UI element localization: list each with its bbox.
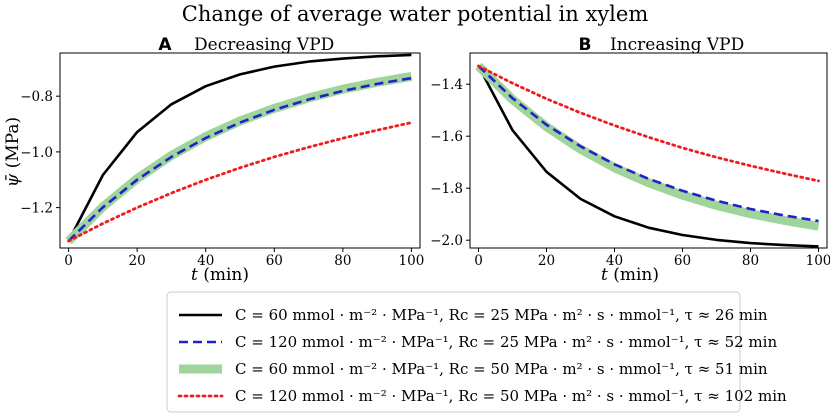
panel-a-ytick-label: −0.8 xyxy=(20,89,53,105)
panel-a-ylabel: ψ̄ (MPa) xyxy=(3,117,23,187)
panel-a-series-s4 xyxy=(67,121,413,243)
panel-b-ytick-label: −1.4 xyxy=(430,77,463,93)
panel-a-title: Decreasing VPD xyxy=(194,35,334,55)
panel-a-frame xyxy=(59,52,421,249)
legend: C = 60 mmol · m⁻² · MPa⁻¹, Rc = 25 MPa ·… xyxy=(166,291,787,413)
panel-b: B Increasing VPD 0 20 40 60 80 100 −2.0 −1.8 −1.… xyxy=(430,35,830,285)
svg-text:t (min): t (min) xyxy=(601,265,659,285)
panel-a-xtick-label: 60 xyxy=(266,253,283,269)
legend-box xyxy=(166,291,741,413)
panel-b-xtick-label: 20 xyxy=(538,253,555,269)
panel-a-ytick-label: −1.2 xyxy=(20,201,53,217)
panel-b-ytick-label: −1.8 xyxy=(430,181,463,197)
svg-text:t (min): t (min) xyxy=(191,265,249,285)
panel-b-series-s3 xyxy=(475,62,820,231)
legend-label-s1: C = 60 mmol · m⁻² · MPa⁻¹, Rc = 25 MPa ·… xyxy=(235,306,768,324)
panel-a-xtick-label: 100 xyxy=(399,253,425,269)
panel-a-xtick-label: 80 xyxy=(334,253,351,269)
panel-b-xtick-label: 40 xyxy=(606,253,623,269)
panel-b-xtick-label: 60 xyxy=(674,253,691,269)
panel-b-series-s4 xyxy=(477,64,820,183)
panel-b-title: Increasing VPD xyxy=(610,35,744,55)
legend-label-s3: C = 60 mmol · m⁻² · MPa⁻¹, Rc = 50 MPa ·… xyxy=(235,360,768,378)
panel-a-series-s1 xyxy=(67,53,412,242)
figure-title: Change of average water potential in xyl… xyxy=(182,2,649,26)
panel-a-ytick-label: −1.0 xyxy=(20,145,53,161)
panel-b-xtick-label: 0 xyxy=(474,253,483,269)
panel-a-xtick-label: 40 xyxy=(197,253,214,269)
panel-b-series-s1 xyxy=(477,65,819,248)
panel-b-xlabel: t (min) xyxy=(601,265,659,285)
panel-b-letter: B xyxy=(579,35,592,55)
panel-a-letter: A xyxy=(158,35,172,55)
legend-label-s2: C = 120 mmol · m⁻² · MPa⁻¹, Rc = 25 MPa … xyxy=(235,333,777,351)
panel-b-frame xyxy=(469,52,828,249)
panel-a-series-s2 xyxy=(67,76,412,242)
svg-text:ψ̄ (MPa): ψ̄ (MPa) xyxy=(3,117,23,187)
panel-a: A Decreasing VPD 0 20 40 60 80 100 −1.2 −1.0 −0.… xyxy=(3,35,424,285)
panel-b-series-s2 xyxy=(477,65,819,223)
panel-b-xtick-label: 80 xyxy=(742,253,759,269)
panel-b-ytick-label: −1.6 xyxy=(430,129,463,145)
panel-a-xtick-label: 0 xyxy=(64,253,73,269)
legend-label-s4: C = 120 mmol · m⁻² · MPa⁻¹, Rc = 50 MPa … xyxy=(235,387,787,405)
panel-b-xtick-label: 100 xyxy=(806,253,830,269)
panel-a-xtick-label: 20 xyxy=(129,253,146,269)
panel-b-ytick-label: −2.0 xyxy=(430,233,463,249)
panel-a-xlabel: t (min) xyxy=(191,265,249,285)
